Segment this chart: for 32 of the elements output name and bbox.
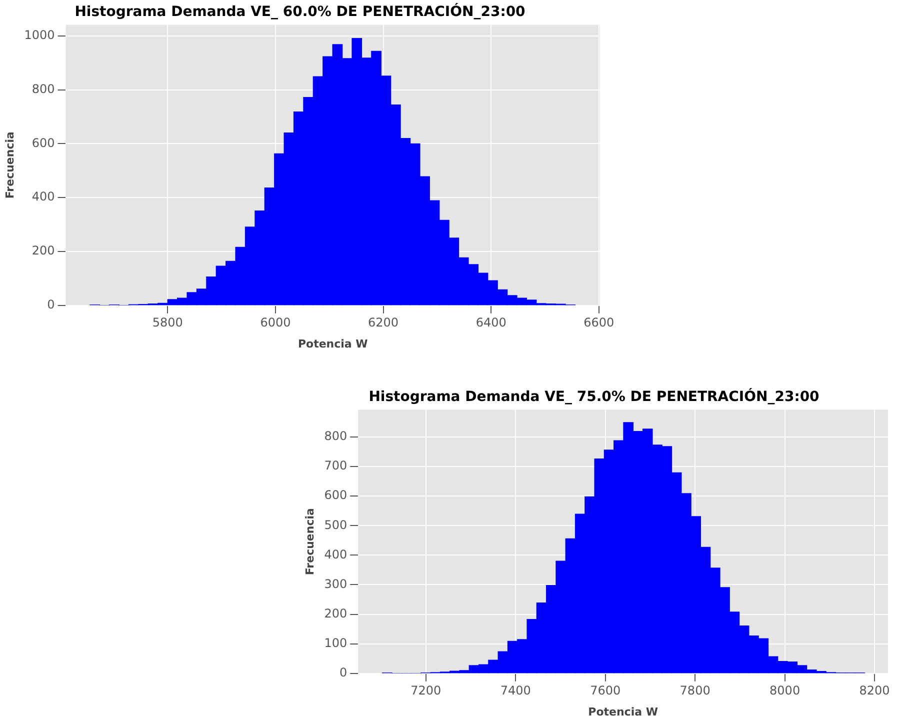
y-tick-label: 0	[339, 666, 348, 680]
x-tick-label: 7400	[500, 684, 531, 698]
y-tick-label: 0	[47, 298, 55, 312]
chart-title: Histograma Demanda VE_ 75.0% DE PENETRACIÓN_23:00	[368, 388, 820, 406]
x-axis-title: Potencia W	[588, 705, 658, 718]
x-axis-title: Potencia W	[298, 337, 368, 350]
y-tick-label: 500	[324, 518, 348, 532]
x-tick-label: 6600	[584, 316, 614, 330]
x-tick-label: 7800	[680, 684, 710, 698]
y-axis-title: Frecuencia	[3, 132, 16, 199]
y-axis-title: Frecuencia	[303, 508, 316, 576]
y-tick-label: 300	[324, 576, 348, 591]
y-tick-label: 400	[324, 547, 348, 562]
y-tick-label: 400	[32, 190, 55, 204]
x-tick-label: 8000	[770, 684, 800, 698]
x-tick-label: 5800	[152, 316, 183, 330]
x-tick-label: 6000	[260, 316, 291, 330]
chart-title: Histograma Demanda VE_ 60.0% DE PENETRACIÓN_23:00	[74, 3, 526, 20]
y-tick-label: 700	[324, 458, 348, 473]
y-tick-label: 1000	[24, 28, 55, 42]
y-tick-label: 100	[324, 636, 348, 650]
x-tick-label: 7600	[590, 684, 621, 698]
x-tick-label: 7200	[410, 684, 442, 698]
y-tick-label: 200	[324, 606, 348, 620]
x-tick-label: 8200	[859, 684, 890, 698]
x-tick-label: 6200	[368, 316, 399, 330]
y-tick-label: 200	[32, 244, 55, 258]
y-tick-label: 800	[324, 429, 348, 444]
x-tick-label: 6400	[476, 316, 506, 330]
y-tick-label: 600	[324, 488, 348, 502]
y-tick-label: 600	[32, 136, 55, 150]
y-tick-label: 800	[32, 82, 55, 96]
